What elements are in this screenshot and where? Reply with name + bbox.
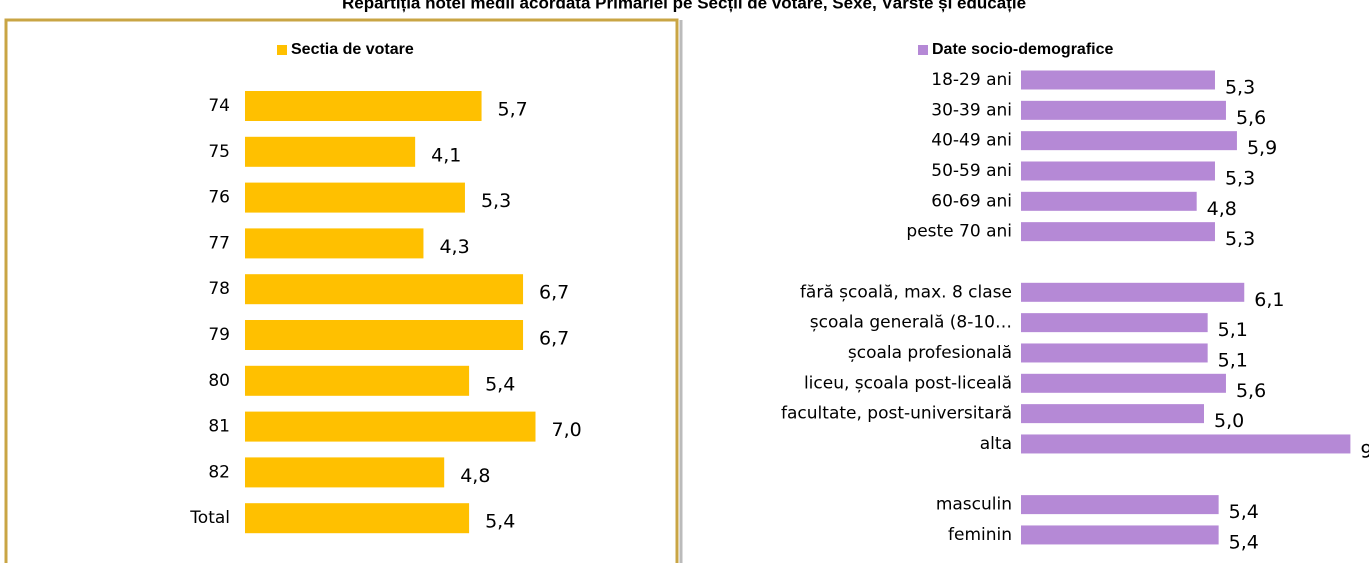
value-label: 7,0 <box>552 419 582 441</box>
bar <box>1021 373 1226 393</box>
bar <box>1021 191 1197 211</box>
legend-label: Date socio-demografice <box>932 41 1113 58</box>
value-label: 5,1 <box>1218 319 1248 341</box>
value-label: 9,0 <box>1360 440 1369 462</box>
category-label: peste 70 ani <box>906 222 1012 242</box>
value-label: 5,7 <box>498 99 528 121</box>
category-label: 50-59 ani <box>931 161 1012 181</box>
page-title: Repartiția notei medii acordată Primărie… <box>342 0 1026 12</box>
bar <box>1021 495 1219 515</box>
value-label: 6,7 <box>539 282 569 304</box>
category-label: 79 <box>208 325 230 345</box>
value-label: 5,9 <box>1247 137 1277 159</box>
category-label: 60-69 ani <box>931 191 1012 211</box>
value-label: 5,3 <box>1225 228 1255 250</box>
bar <box>1021 434 1351 454</box>
bar <box>1021 313 1208 333</box>
category-label: 78 <box>208 279 230 299</box>
value-label: 5,4 <box>1229 501 1259 523</box>
value-label: 5,3 <box>1225 77 1255 99</box>
bar <box>1021 100 1226 120</box>
bar <box>1021 131 1237 151</box>
category-label: 81 <box>208 417 230 437</box>
category-label: fără școală, max. 8 clase <box>800 282 1012 302</box>
category-label: 80 <box>208 371 230 391</box>
value-label: 5,0 <box>1214 410 1244 432</box>
bar <box>1021 70 1215 90</box>
bar <box>1021 525 1219 545</box>
bar <box>245 457 445 488</box>
category-label: școala generală (8-10… <box>810 313 1012 333</box>
category-label: liceu, școala post-liceală <box>804 373 1012 393</box>
value-label: 5,6 <box>1236 107 1266 129</box>
value-label: 4,8 <box>1207 198 1237 220</box>
bar <box>245 274 524 305</box>
value-label: 5,4 <box>1229 531 1259 553</box>
bar <box>245 320 524 350</box>
category-label: 75 <box>208 142 230 162</box>
value-label: 5,1 <box>1218 349 1248 371</box>
left-panel <box>4 18 679 563</box>
category-label: feminin <box>948 525 1012 545</box>
bar <box>245 365 470 396</box>
value-label: 5,4 <box>485 511 515 533</box>
value-label: 4,3 <box>439 236 469 258</box>
category-label: alta <box>980 434 1012 454</box>
category-label: 82 <box>208 462 230 482</box>
bar <box>1021 161 1215 181</box>
bar <box>245 228 424 259</box>
category-label: 74 <box>208 96 230 116</box>
legend-label: Sectia de votare <box>291 41 414 58</box>
value-label: 5,3 <box>1225 167 1255 189</box>
bar <box>245 91 482 121</box>
legend-swatch <box>277 45 287 55</box>
category-label: 76 <box>208 188 230 208</box>
category-label: Total <box>189 508 230 528</box>
bar <box>245 503 470 534</box>
bar <box>1021 282 1245 302</box>
value-label: 5,4 <box>485 373 515 395</box>
bar <box>245 182 465 213</box>
value-label: 5,6 <box>1236 380 1266 402</box>
bar <box>245 411 536 442</box>
category-label: facultate, post-universitară <box>781 404 1012 424</box>
category-label: școala profesională <box>848 343 1012 363</box>
bar <box>1021 404 1204 424</box>
value-label: 6,1 <box>1254 289 1284 311</box>
category-label: 18-29 ani <box>931 70 1012 90</box>
category-label: 40-49 ani <box>931 131 1012 151</box>
bar <box>1021 343 1208 363</box>
bar <box>1021 222 1215 242</box>
value-label: 6,7 <box>539 328 569 350</box>
category-label: masculin <box>936 495 1012 515</box>
bar <box>245 136 416 167</box>
value-label: 4,8 <box>460 465 490 487</box>
value-label: 5,3 <box>481 190 511 212</box>
category-label: 77 <box>208 233 230 253</box>
value-label: 4,1 <box>431 144 461 166</box>
legend-swatch <box>918 45 928 55</box>
category-label: 30-39 ani <box>931 100 1012 120</box>
